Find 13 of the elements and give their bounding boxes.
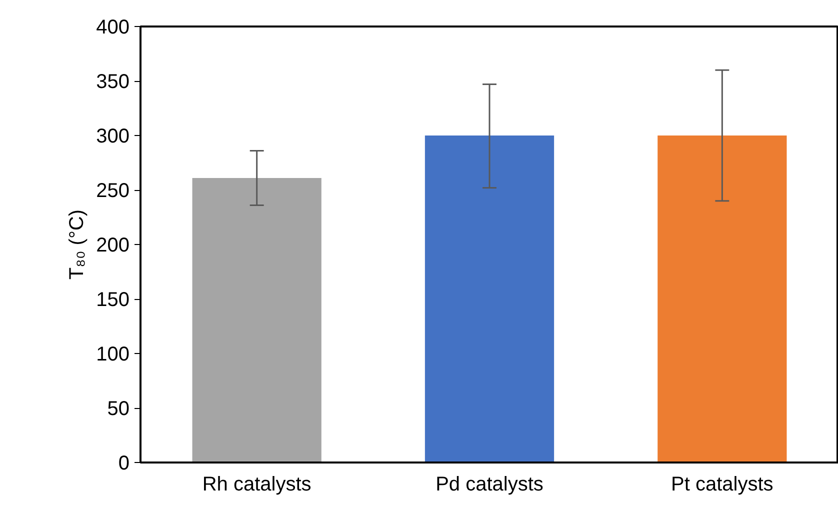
- y-tick-label: 100: [96, 344, 130, 366]
- y-tick-label: 250: [96, 180, 130, 202]
- x-tick-label: Pt catalysts: [671, 474, 774, 496]
- x-tick-label: Pd catalysts: [436, 474, 544, 496]
- y-tick-label: 400: [96, 16, 130, 38]
- y-tick-label: 150: [96, 289, 130, 311]
- y-tick-label: 350: [96, 71, 130, 93]
- y-axis-title: T₈₀ (°C): [66, 209, 88, 280]
- x-tick-label: Rh catalysts: [202, 474, 312, 496]
- y-tick-label: 200: [96, 234, 130, 256]
- y-tick-label: 0: [118, 452, 130, 474]
- y-tick-label: 300: [96, 126, 130, 148]
- y-tick-label: 50: [107, 398, 130, 420]
